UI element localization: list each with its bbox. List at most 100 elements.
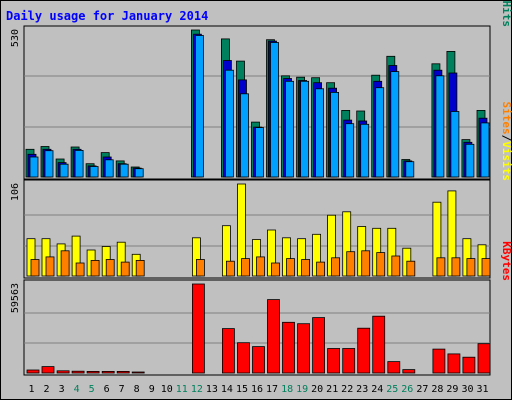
bar-sites-day-4: [75, 262, 85, 277]
bar-kbytes-day-31: [477, 343, 491, 374]
bar-kbytes-day-18: [282, 321, 295, 374]
top-panel: 530 Pages/Files/Hits: [10, 0, 512, 180]
bar-pages-day-24: [375, 87, 385, 178]
bar-pages-day-25: [390, 71, 400, 178]
bar-sites-day-1: [30, 259, 40, 277]
chart-title: Daily usage for January 2014: [6, 9, 208, 23]
x-tick-label-31: 31: [476, 384, 488, 395]
x-tick-label-23: 23: [356, 384, 368, 395]
x-tick-label-19: 19: [296, 384, 308, 395]
bar-sites-day-12: [195, 259, 205, 277]
bar-sites-day-14: [225, 260, 235, 277]
bar-sites-day-24: [376, 252, 386, 277]
bar-kbytes-day-12: [191, 283, 205, 374]
bar-kbytes-day-7: [116, 370, 130, 374]
bar-kbytes-day-19: [297, 323, 311, 374]
bar-kbytes-day-29: [447, 353, 461, 374]
middle-legend-entry: Visits: [500, 141, 512, 181]
bar-pages-day-3: [59, 163, 69, 178]
x-tick-label-21: 21: [326, 384, 338, 395]
bar-pages-day-7: [119, 163, 129, 178]
x-tick-label-7: 7: [119, 384, 125, 395]
bottom-ymax-label: 59563: [10, 283, 21, 313]
bar-pages-day-18: [285, 80, 294, 178]
x-tick-label-11: 11: [176, 384, 188, 395]
bar-sites-day-8: [135, 259, 145, 277]
bar-pages-day-14: [224, 69, 234, 178]
bar-sites-day-3: [60, 250, 70, 277]
bar-pages-day-21: [330, 92, 340, 178]
bar-kbytes-day-16: [252, 346, 265, 374]
bar-kbytes-day-4: [71, 370, 85, 374]
bar-sites-day-25: [391, 255, 401, 277]
bar-pages-day-20: [315, 88, 325, 178]
bar-pages-day-5: [89, 166, 99, 178]
bar-kbytes-day-20: [312, 317, 326, 374]
x-tick-label-20: 20: [311, 384, 323, 395]
bar-sites-day-15: [241, 258, 250, 277]
top-legend-entry: Hits: [500, 1, 512, 28]
x-tick-label-16: 16: [251, 384, 263, 395]
bar-kbytes-day-25: [387, 361, 401, 374]
bar-pages-day-26: [405, 161, 415, 178]
bar-pages-day-6: [104, 159, 114, 178]
bar-sites-day-30: [466, 258, 476, 277]
bar-kbytes-day-1: [26, 369, 40, 374]
bar-pages-day-1: [29, 156, 39, 178]
x-tick-label-13: 13: [206, 384, 218, 395]
bar-kbytes-day-28: [432, 348, 446, 374]
bar-kbytes-day-26: [402, 369, 416, 374]
bottom-panel: 59563 KBytes: [10, 241, 512, 376]
bar-sites-day-17: [271, 262, 280, 277]
bar-kbytes-day-14: [221, 328, 235, 374]
x-tick-label-24: 24: [371, 384, 383, 395]
x-tick-label-3: 3: [59, 384, 65, 395]
x-tick-label-1: 1: [28, 384, 34, 395]
bar-sites-day-7: [120, 261, 130, 277]
top-legend-entry: /: [500, 0, 512, 1]
bar-pages-day-31: [480, 122, 490, 178]
bar-pages-day-28: [435, 75, 445, 178]
bar-sites-day-6: [105, 259, 115, 277]
bar-pages-day-19: [300, 80, 310, 178]
bottom-legend-entry: KBytes: [500, 241, 512, 281]
bar-sites-day-18: [286, 258, 295, 277]
bar-sites-day-22: [346, 251, 356, 277]
bar-pages-day-12: [194, 35, 204, 178]
bar-pages-day-2: [44, 150, 54, 178]
bar-pages-day-30: [465, 143, 475, 178]
x-tick-label-29: 29: [446, 384, 458, 395]
bar-kbytes-day-21: [327, 348, 341, 374]
bar-kbytes-day-5: [86, 370, 100, 374]
bar-sites-day-2: [45, 256, 55, 277]
bar-sites-day-5: [90, 259, 100, 277]
middle-legend-entry: Sites: [500, 102, 512, 135]
bar-sites-day-31: [481, 258, 491, 277]
bar-kbytes-day-22: [342, 348, 356, 374]
x-tick-label-4: 4: [74, 384, 80, 395]
x-tick-label-8: 8: [134, 384, 140, 395]
bar-kbytes-day-2: [41, 366, 55, 374]
bar-pages-day-8: [134, 168, 144, 178]
bar-sites-day-16: [256, 256, 265, 277]
bar-pages-day-15: [240, 93, 249, 178]
bar-pages-day-23: [360, 123, 370, 178]
x-tick-label-25: 25: [386, 384, 398, 395]
x-tick-label-10: 10: [161, 384, 173, 395]
x-tick-label-27: 27: [416, 384, 428, 395]
top-legend: Pages/Files/Hits: [500, 0, 512, 27]
bar-pages-day-29: [450, 111, 460, 178]
bar-kbytes-day-8: [131, 371, 145, 374]
bar-kbytes-day-6: [101, 370, 115, 374]
middle-panel: 106 Sites/Visits: [10, 102, 512, 279]
x-tick-label-5: 5: [89, 384, 95, 395]
bar-pages-day-16: [255, 127, 264, 178]
bar-pages-day-22: [345, 123, 355, 178]
middle-ymax-label: 106: [10, 183, 21, 201]
bar-kbytes-day-15: [237, 342, 250, 374]
x-tick-label-15: 15: [236, 384, 248, 395]
bar-sites-day-21: [331, 257, 341, 277]
middle-legend-entry: /: [500, 135, 512, 142]
x-tick-label-28: 28: [431, 384, 443, 395]
